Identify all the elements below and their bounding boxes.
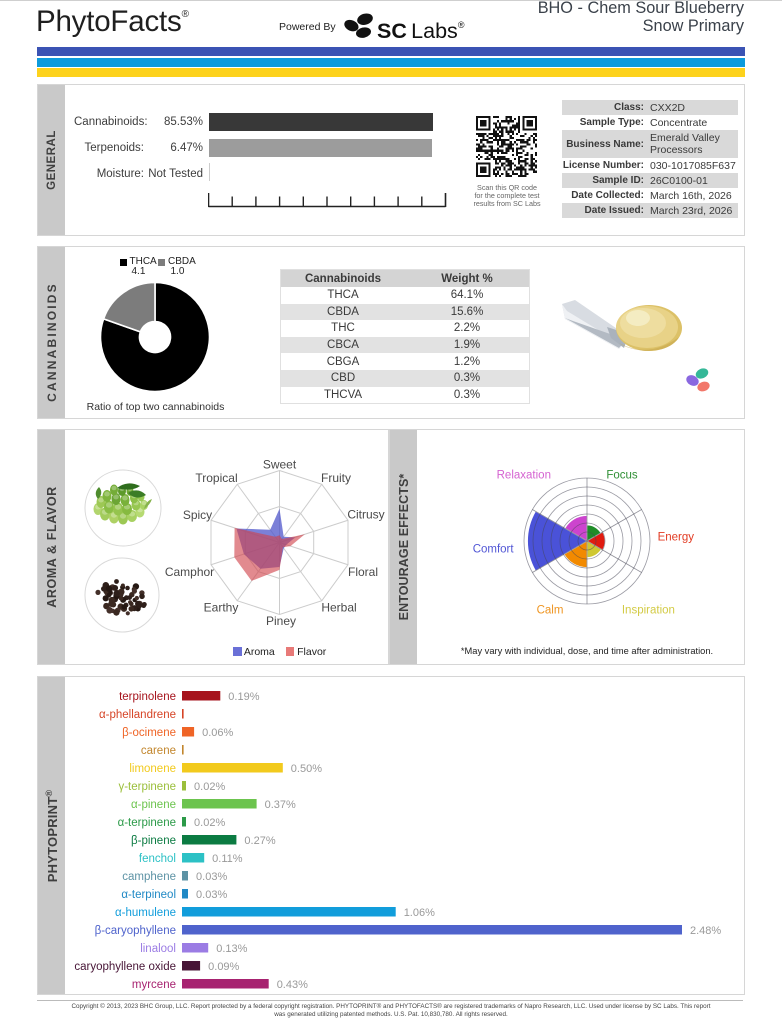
svg-text:0.03%: 0.03% bbox=[196, 871, 227, 883]
svg-text:myrcene: myrcene bbox=[132, 979, 176, 991]
svg-text:camphene: camphene bbox=[122, 871, 176, 883]
svg-text:α-phellandrene: α-phellandrene bbox=[99, 709, 176, 721]
svg-text:fenchol: fenchol bbox=[139, 853, 176, 865]
svg-text:Focus: Focus bbox=[606, 470, 638, 482]
svg-text:Relaxation: Relaxation bbox=[497, 470, 551, 482]
svg-text:Comfort: Comfort bbox=[473, 544, 515, 556]
svg-text:0.50%: 0.50% bbox=[291, 763, 322, 775]
svg-text:0.02%: 0.02% bbox=[194, 817, 225, 829]
svg-text:0.19%: 0.19% bbox=[228, 691, 259, 703]
svg-text:Earthy: Earthy bbox=[204, 601, 239, 615]
svg-text:Fruity: Fruity bbox=[321, 471, 351, 485]
svg-text:2.48%: 2.48% bbox=[690, 925, 721, 937]
svg-text:Floral: Floral bbox=[348, 565, 378, 579]
svg-text:Camphor: Camphor bbox=[165, 565, 214, 579]
svg-text:α-pinene: α-pinene bbox=[131, 799, 176, 811]
svg-text:Spicy: Spicy bbox=[183, 508, 212, 522]
svg-text:0.43%: 0.43% bbox=[277, 979, 308, 991]
svg-text:0.06%: 0.06% bbox=[202, 727, 233, 739]
svg-text:0.11%: 0.11% bbox=[212, 853, 243, 865]
svg-text:0.27%: 0.27% bbox=[244, 835, 275, 847]
svg-text:α-terpinene: α-terpinene bbox=[118, 817, 176, 829]
svg-text:γ-terpinene: γ-terpinene bbox=[118, 781, 176, 793]
svg-text:0.37%: 0.37% bbox=[265, 799, 296, 811]
svg-text:terpinolene: terpinolene bbox=[119, 691, 176, 703]
svg-text:carene: carene bbox=[141, 745, 176, 757]
svg-text:0.03%: 0.03% bbox=[196, 889, 227, 901]
svg-text:0.02%: 0.02% bbox=[194, 781, 225, 793]
svg-text:β-pinene: β-pinene bbox=[131, 835, 176, 847]
svg-text:β-caryophyllene: β-caryophyllene bbox=[95, 925, 176, 937]
svg-text:Tropical: Tropical bbox=[195, 471, 237, 485]
svg-text:caryophyllene oxide: caryophyllene oxide bbox=[74, 961, 176, 973]
svg-text:Calm: Calm bbox=[537, 605, 564, 617]
svg-text:limonene: limonene bbox=[129, 763, 176, 775]
svg-text:α-humulene: α-humulene bbox=[115, 907, 176, 919]
svg-text:linalool: linalool bbox=[140, 943, 176, 955]
svg-text:Inspiration: Inspiration bbox=[622, 605, 675, 617]
svg-text:0.09%: 0.09% bbox=[208, 961, 239, 973]
svg-text:Sweet: Sweet bbox=[263, 458, 297, 472]
svg-text:β-ocimene: β-ocimene bbox=[122, 727, 176, 739]
svg-text:1.06%: 1.06% bbox=[404, 907, 435, 919]
svg-text:Piney: Piney bbox=[266, 614, 296, 628]
svg-text:0.13%: 0.13% bbox=[216, 943, 247, 955]
svg-text:Energy: Energy bbox=[658, 532, 695, 544]
svg-text:Citrusy: Citrusy bbox=[347, 508, 384, 522]
svg-text:Herbal: Herbal bbox=[321, 601, 356, 615]
svg-text:α-terpineol: α-terpineol bbox=[121, 889, 176, 901]
